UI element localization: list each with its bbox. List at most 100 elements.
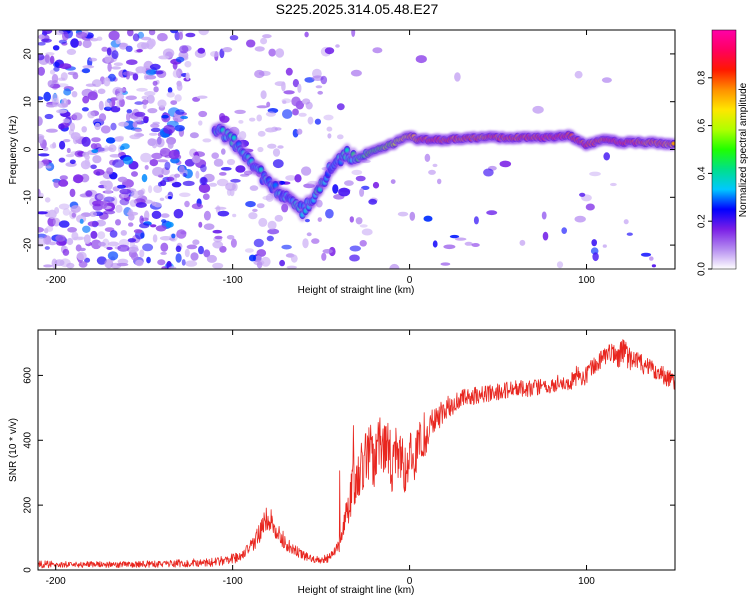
spectrogram-noise-blob xyxy=(119,198,130,206)
spectrogram-noise-blob xyxy=(249,117,256,122)
spectrogram-noise-blob xyxy=(244,248,254,253)
spectrogram-noise-blob xyxy=(175,253,182,263)
spectrogram-noise-blob xyxy=(389,263,400,269)
spectrogram-noise-blob xyxy=(122,156,134,165)
spectrogram-noise-blob xyxy=(132,121,138,128)
spectrogram-noise-blob xyxy=(87,111,96,119)
spectrogram-noise-blob xyxy=(79,218,84,224)
spectrogram-noise-blob xyxy=(66,147,71,154)
spectrogram-noise-blob xyxy=(215,205,221,214)
spectrogram-noise-blob xyxy=(203,249,211,258)
spectrogram-noise-blob xyxy=(116,93,124,101)
spectrogram-noise-blob xyxy=(48,241,57,246)
spectrogram-noise-blob xyxy=(483,168,494,177)
spectrogram-noise-blob xyxy=(42,139,47,150)
spectrogram-noise-blob xyxy=(118,121,129,127)
spectrogram-noise-blob xyxy=(55,234,66,242)
spectrogram-noise-blob xyxy=(53,61,60,68)
spectrogram-noise-blob xyxy=(281,81,286,92)
spectrogram-noise-blob xyxy=(217,210,230,217)
spectrogram-noise-blob xyxy=(66,48,77,56)
spectrogram-noise-blob xyxy=(178,165,185,175)
spectrogram-noise-blob xyxy=(82,95,90,104)
spectrogram-noise-blob xyxy=(85,83,96,87)
spectrogram-noise-blob xyxy=(122,71,135,76)
spectrogram-y-label: Frequency (Hz) xyxy=(8,116,19,185)
spectrogram-noise-blob xyxy=(221,148,226,155)
spectrogram-noise-blob xyxy=(81,68,91,74)
spectrogram-noise-blob xyxy=(51,73,59,84)
spectrogram-noise-blob xyxy=(197,47,206,54)
spectrogram-noise-blob xyxy=(117,244,130,252)
spectrogram-noise-blob xyxy=(139,215,144,224)
spectrogram-noise-blob xyxy=(136,87,148,92)
spectrogram-noise-blob xyxy=(152,80,158,86)
spectrogram-noise-blob xyxy=(267,143,277,149)
spectrogram-noise-blob xyxy=(338,187,351,197)
spectrogram-noise-blob xyxy=(213,158,224,167)
spectrogram-noise-blob xyxy=(372,47,383,54)
spectrogram-y-axis: -20 -10 0 10 20 xyxy=(23,48,675,252)
spectrogram-noise-blob xyxy=(141,36,152,41)
spectrogram-noise-blob xyxy=(152,166,164,177)
spectrogram-noise-blob xyxy=(55,30,64,36)
spectrogram-noise-blob xyxy=(126,59,138,65)
spectrogram-noise-blob xyxy=(58,203,70,210)
spectrogram-noise-blob xyxy=(626,232,633,236)
spectrogram-noise-blob xyxy=(211,152,219,159)
colorbar-tick-label: 0.6 xyxy=(697,118,708,132)
spectrogram-noise-blob xyxy=(212,229,223,234)
spectrogram-noise-blob xyxy=(349,245,361,252)
spectrogram-noise-blob xyxy=(65,154,75,158)
spectrogram-noise-blob xyxy=(134,111,146,117)
spectrogram-noise-blob xyxy=(66,237,74,246)
snr-y-tick-label: 0 xyxy=(23,567,34,573)
spectrogram-noise-blob xyxy=(81,126,87,133)
spectrogram-noise-blob xyxy=(248,254,257,262)
spectrogram-noise-blob xyxy=(281,98,292,104)
spectrogram-noise-blob xyxy=(117,258,129,265)
spectrogram-noise-blob xyxy=(286,265,297,269)
spectrogram-noise-blob xyxy=(119,145,125,151)
spectrogram-noise-blob xyxy=(361,185,370,190)
spectrogram-noise-blob xyxy=(245,201,256,208)
colorbar-frame xyxy=(711,29,737,270)
colorbar-label: Normalized spectral amplitude xyxy=(738,82,749,217)
spectrogram-noise-blob xyxy=(306,232,312,237)
spectrogram-noise-blob xyxy=(235,165,246,173)
spectrogram-noise-blob xyxy=(44,197,51,203)
spectrogram-noise-blob xyxy=(71,212,77,218)
spectrogram-noise-blob xyxy=(53,179,60,189)
snr-x-axis: -200 -100 0 100 xyxy=(46,330,595,587)
spectrogram-noise-blob xyxy=(43,264,53,268)
spectrogram-noise-blob xyxy=(44,246,50,250)
spectrogram-noise-blob xyxy=(110,122,117,131)
spectrogram-noise-blob xyxy=(256,203,265,209)
spectrogram-noise-blob xyxy=(351,30,356,37)
spectrogram-noise-blob xyxy=(486,210,498,216)
spectrogram-noise-blob xyxy=(69,188,76,198)
spectrogram-noise-blob xyxy=(149,63,161,70)
spectrogram-noise-blob xyxy=(82,39,92,49)
snr-frame xyxy=(37,329,676,571)
spectrogram-y-tick-label: 0 xyxy=(23,146,34,152)
spectrogram-noise-blob xyxy=(283,90,295,95)
spectrogram-noise-blob xyxy=(272,159,284,169)
spectrogram-noise-blob xyxy=(62,208,71,216)
spectrogram-noise-blob xyxy=(556,261,564,269)
spectrogram-noise-blob xyxy=(160,251,167,255)
spectrogram-noise-blob xyxy=(38,116,43,127)
spectrogram-noise-blob xyxy=(372,181,380,189)
spectrogram-noise-blob xyxy=(103,196,115,203)
spectrogram-noise-blob xyxy=(351,169,363,176)
spectrogram-noise-blob xyxy=(52,45,60,51)
spectrogram-noise-blob xyxy=(592,252,599,262)
spectrogram-noise-blob xyxy=(67,227,77,233)
spectrogram-noise-blob xyxy=(45,225,54,232)
spectrogram-noise-blob xyxy=(103,77,111,87)
spectrogram-noise-blob xyxy=(214,235,223,240)
spectrogram-noise-blob xyxy=(155,225,167,232)
spectrogram-noise-blob xyxy=(574,215,586,223)
spectrogram-noise-blob xyxy=(116,262,129,267)
